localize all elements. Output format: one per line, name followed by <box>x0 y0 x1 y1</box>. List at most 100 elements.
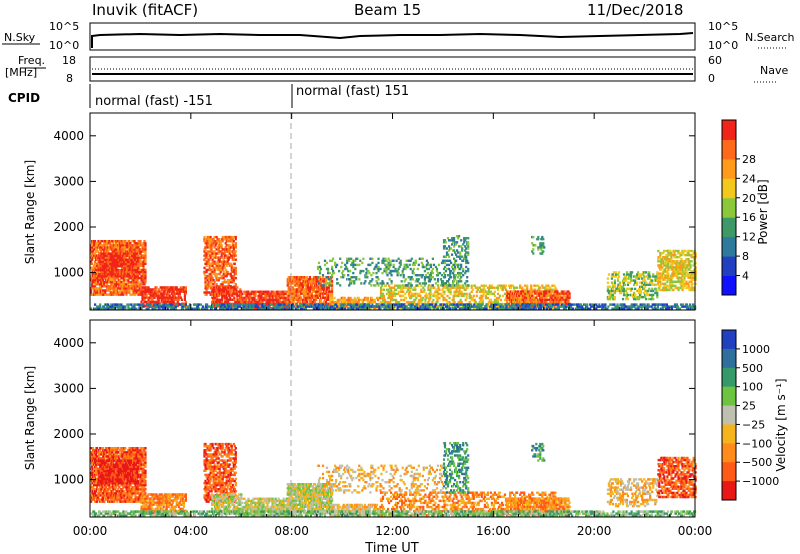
data-cell <box>440 292 443 296</box>
data-cell <box>610 277 613 280</box>
data-cell <box>606 287 609 291</box>
data-cell <box>640 289 643 293</box>
data-cell <box>550 296 553 299</box>
data-cell <box>222 258 225 261</box>
data-cell <box>361 300 364 304</box>
data-cell <box>459 253 462 256</box>
data-cell <box>390 290 393 293</box>
data-cell <box>316 284 320 287</box>
data-cell <box>542 250 545 253</box>
data-cell <box>93 242 96 245</box>
data-cell <box>662 260 665 263</box>
data-cell <box>236 286 239 289</box>
data-cell <box>142 286 145 289</box>
data-cell <box>395 298 398 302</box>
data-cell <box>286 284 289 287</box>
data-cell <box>446 280 450 283</box>
data-cell <box>535 302 538 306</box>
data-cell <box>466 286 469 289</box>
data-cell <box>434 294 437 298</box>
data-cell <box>455 288 458 291</box>
data-cell <box>643 287 646 291</box>
freq-label: Freq. <box>18 54 45 67</box>
data-cell <box>122 260 125 264</box>
data-cell <box>466 259 469 262</box>
data-cell <box>443 292 446 296</box>
data-cell <box>109 289 112 292</box>
data-cell <box>646 275 649 278</box>
data-cell <box>213 270 216 274</box>
data-cell <box>95 270 98 274</box>
data-cell <box>298 278 301 281</box>
data-cell <box>122 248 125 251</box>
data-cell <box>541 296 544 299</box>
data-cell <box>322 282 326 285</box>
data-cell <box>652 273 655 276</box>
data-cell <box>221 266 224 270</box>
data-cell <box>616 279 620 282</box>
data-cell <box>397 286 400 289</box>
data-cell <box>217 279 220 282</box>
data-cell <box>235 288 238 291</box>
data-cell <box>106 271 109 274</box>
data-cell <box>448 286 451 289</box>
data-cell <box>442 267 446 271</box>
data-cell <box>210 246 213 249</box>
data-cell <box>221 298 224 301</box>
data-cell <box>130 281 133 284</box>
data-cell <box>213 268 216 272</box>
data-cell <box>205 254 208 257</box>
data-cell <box>665 253 668 257</box>
data-cell <box>317 288 321 291</box>
data-cell <box>217 262 220 265</box>
data-cell <box>234 285 237 288</box>
data-cell <box>144 272 147 276</box>
data-cell <box>263 298 266 302</box>
data-cell <box>335 307 338 310</box>
data-cell <box>666 270 669 273</box>
data-cell <box>136 273 140 276</box>
data-cell <box>427 286 430 289</box>
freq-tick-bottom: 8 <box>66 72 73 85</box>
data-cell <box>273 294 276 298</box>
data-cell <box>122 256 125 259</box>
data-cell <box>290 276 293 279</box>
data-cell <box>631 293 634 297</box>
data-cell <box>288 286 291 289</box>
data-cell <box>133 244 136 247</box>
data-cell <box>450 276 453 279</box>
data-cell <box>613 281 616 284</box>
data-cell <box>310 294 313 297</box>
data-cell <box>369 300 372 304</box>
data-cell <box>134 242 137 245</box>
data-cell <box>463 292 466 296</box>
data-cell <box>184 290 187 293</box>
data-cell <box>331 294 334 297</box>
data-cell <box>119 248 122 251</box>
data-cell <box>399 286 402 289</box>
data-cell <box>398 290 401 293</box>
data-cell <box>500 284 504 287</box>
data-cell <box>526 288 529 291</box>
data-cell <box>183 298 186 301</box>
data-cell <box>96 256 99 259</box>
data-cell <box>218 272 221 276</box>
data-cell <box>179 286 182 289</box>
data-cell <box>489 307 492 310</box>
data-cell <box>152 290 155 293</box>
data-cell <box>318 280 322 283</box>
data-cell <box>464 298 467 302</box>
data-cell <box>144 254 147 257</box>
data-cell <box>458 271 461 275</box>
data-cell <box>457 294 460 298</box>
data-cell <box>119 262 122 266</box>
data-cell <box>246 296 249 300</box>
data-cell <box>132 256 136 259</box>
data-cell <box>674 262 677 265</box>
freq-unit: [MHz] <box>5 66 37 79</box>
data-cell <box>631 271 634 274</box>
data-cell <box>618 281 622 284</box>
data-cell <box>151 298 154 301</box>
data-cell <box>119 269 122 272</box>
data-cell <box>416 292 419 296</box>
